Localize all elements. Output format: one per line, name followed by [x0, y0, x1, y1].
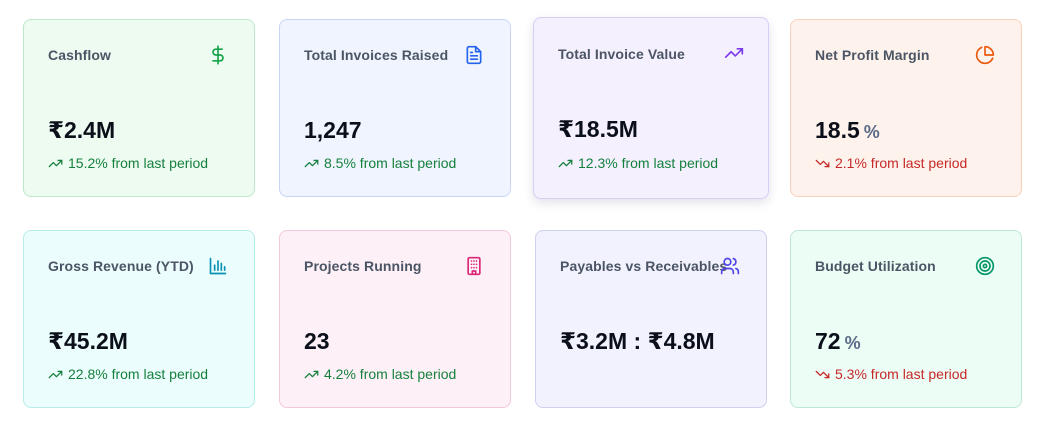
card-value: 18.5%	[815, 117, 880, 143]
card-title: Cashflow	[48, 47, 112, 63]
card-title: Gross Revenue (YTD)	[48, 258, 194, 274]
card-change: 8.5% from last period	[304, 155, 456, 171]
trending-up-icon	[48, 367, 63, 382]
pie-chart-icon	[975, 45, 995, 65]
card-change: 15.2% from last period	[48, 155, 208, 171]
document-icon	[464, 45, 484, 65]
kpi-card-gross-revenue[interactable]: Gross Revenue (YTD) ₹45.2M 22.8% from la…	[23, 230, 255, 408]
value-unit: %	[863, 122, 880, 142]
trending-down-icon	[815, 156, 830, 171]
card-value: 23	[304, 328, 330, 354]
card-change: 12.3% from last period	[558, 155, 718, 171]
users-icon	[720, 256, 740, 276]
card-title: Payables vs Receivables	[560, 258, 728, 274]
kpi-card-projects-running[interactable]: Projects Running 23 4.2% from last perio…	[279, 230, 511, 408]
trending-up-icon	[48, 156, 63, 171]
card-change: 22.8% from last period	[48, 366, 208, 382]
value-unit: %	[844, 333, 861, 353]
dollar-icon	[208, 45, 228, 65]
kpi-card-cashflow[interactable]: Cashflow ₹2.4M 15.2% from last period	[23, 19, 255, 197]
card-value: ₹3.2M : ₹4.8M	[560, 328, 715, 354]
card-change: 5.3% from last period	[815, 366, 967, 382]
card-title: Net Profit Margin	[815, 47, 930, 63]
target-icon	[975, 256, 995, 276]
trending-down-icon	[815, 367, 830, 382]
card-value: 72%	[815, 328, 861, 354]
kpi-card-total-invoices-raised[interactable]: Total Invoices Raised 1,247 8.5% from la…	[279, 19, 511, 197]
card-title: Total Invoices Raised	[304, 47, 449, 63]
trending-up-icon	[558, 156, 573, 171]
trending-up-icon	[304, 367, 319, 382]
card-value: ₹2.4M	[48, 117, 116, 143]
kpi-card-budget-utilization[interactable]: Budget Utilization 72% 5.3% from last pe…	[790, 230, 1022, 408]
card-title: Budget Utilization	[815, 258, 936, 274]
card-value: 1,247	[304, 117, 362, 143]
kpi-card-net-profit-margin[interactable]: Net Profit Margin 18.5% 2.1% from last p…	[790, 19, 1022, 197]
building-icon	[464, 256, 484, 276]
trending-up-icon	[304, 156, 319, 171]
kpi-card-total-invoice-value[interactable]: Total Invoice Value ₹18.5M 12.3% from la…	[533, 17, 769, 199]
card-change: 4.2% from last period	[304, 366, 456, 382]
bar-chart-icon	[208, 256, 228, 276]
trending-up-icon	[724, 43, 744, 63]
card-title: Total Invoice Value	[558, 46, 685, 62]
card-title: Projects Running	[304, 258, 422, 274]
card-change: 2.1% from last period	[815, 155, 967, 171]
kpi-card-payables-vs-receivables[interactable]: Payables vs Receivables ₹3.2M : ₹4.8M	[535, 230, 767, 408]
card-value: ₹18.5M	[558, 116, 638, 142]
card-value: ₹45.2M	[48, 328, 128, 354]
